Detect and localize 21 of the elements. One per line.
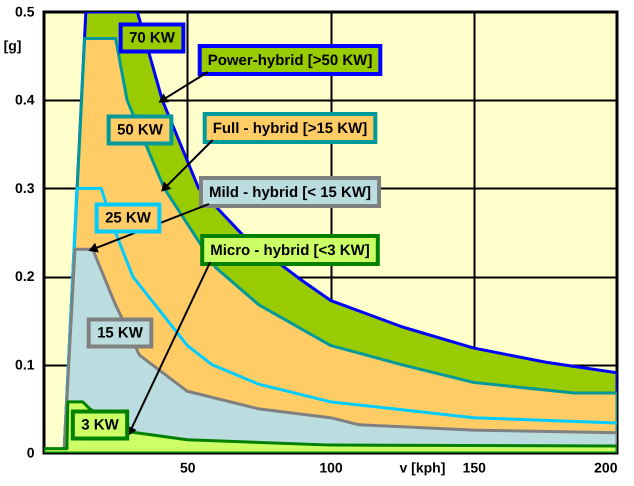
- annotation: Full - hybrid [>15 KW]: [212, 120, 368, 137]
- annotation: Mild - hybrid [< 15 KW]: [208, 184, 372, 201]
- series-label: 3 KW: [81, 416, 120, 434]
- y-axis-title: [g]: [4, 38, 22, 54]
- x-tick-label: 150: [462, 460, 486, 476]
- annotation: Power-hybrid [>50 KW]: [208, 52, 372, 69]
- y-tick-label: 0.5: [15, 4, 35, 20]
- y-tick-label: 0.3: [15, 180, 35, 196]
- y-tick-label: 0: [26, 444, 35, 460]
- y-tick-label: 0.1: [15, 356, 35, 372]
- series-label: 25 KW: [105, 210, 152, 226]
- x-tick-label: 50: [180, 460, 196, 476]
- x-tick-label: 200: [594, 460, 618, 476]
- x-tick-label: 100: [319, 460, 343, 476]
- x-axis-title: v [kph]: [400, 460, 446, 476]
- series-label: 15 KW: [97, 324, 144, 342]
- series-label: 50 KW: [117, 122, 164, 138]
- annotation: Micro - hybrid [<3 KW]: [210, 242, 370, 259]
- y-tick-label: 0.4: [15, 92, 35, 108]
- series-label: 70 KW: [129, 30, 176, 46]
- y-tick-label: 0.2: [15, 268, 35, 284]
